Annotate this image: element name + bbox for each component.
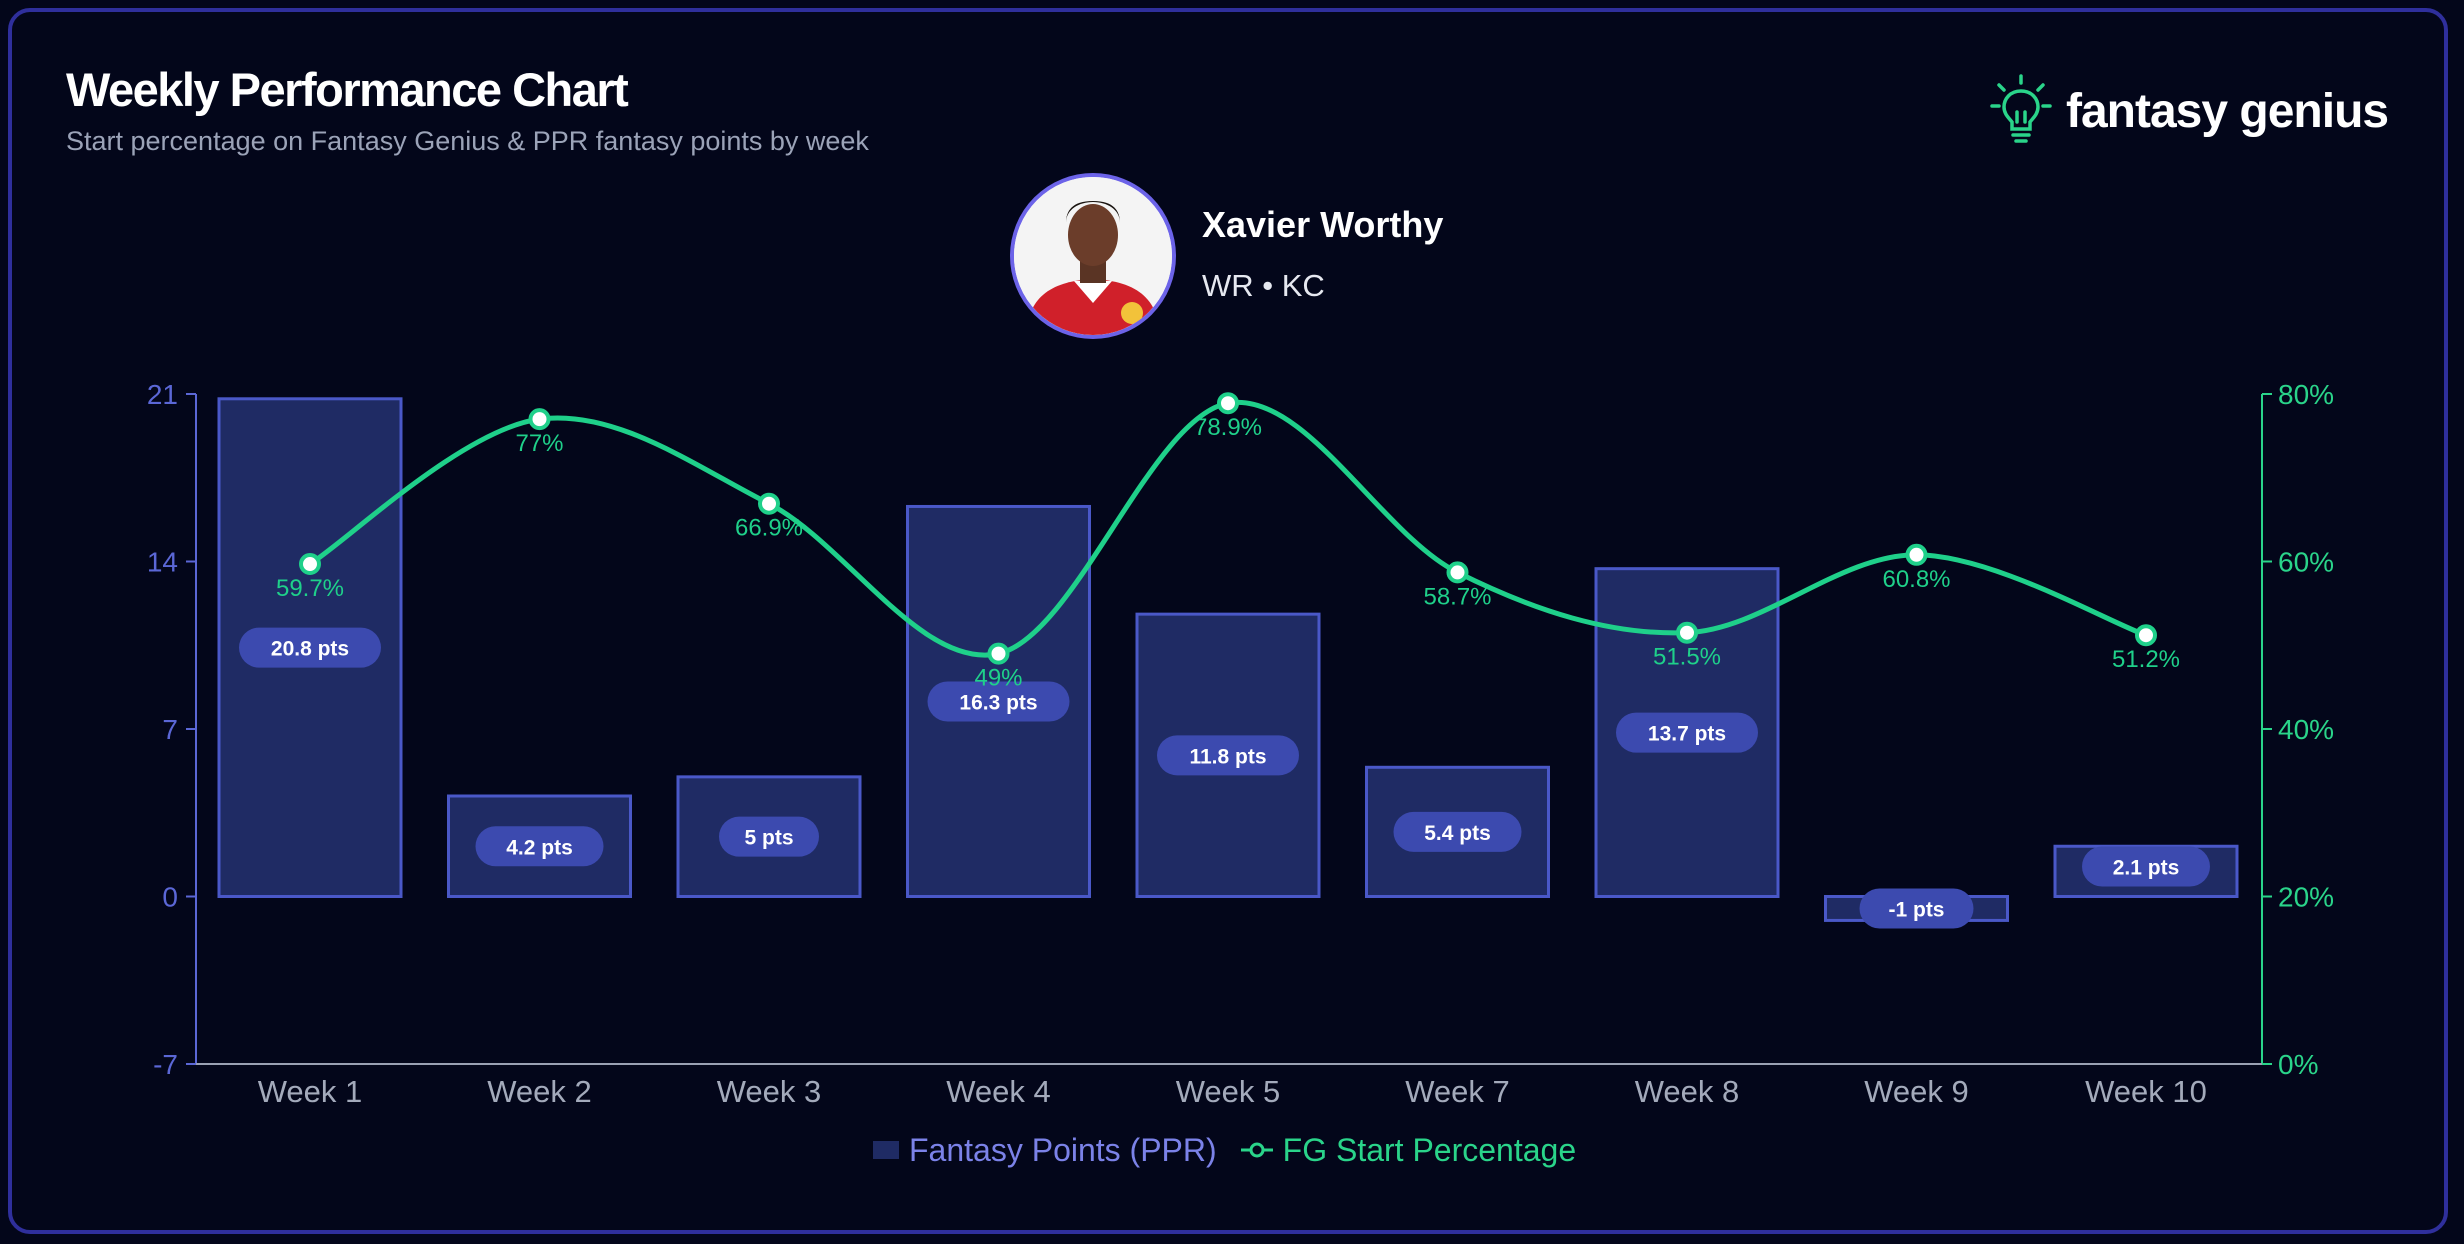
page-title: Weekly Performance Chart [66, 63, 629, 116]
bar-value-pill [719, 816, 819, 857]
bar-value-label: 5 pts [719, 816, 819, 857]
x-axis-tick-label: Week 2 [487, 1074, 592, 1109]
brand-name: fantasy genius [2066, 85, 2389, 138]
bar-value-text: 5 pts [744, 827, 793, 850]
right-axis-tick-label: 60% [2278, 547, 2334, 578]
left-axis-tick-label: 14 [147, 547, 178, 578]
bar-value-text: 4.2 pts [506, 836, 573, 859]
bar-value-pill [927, 681, 1070, 722]
x-axis-tick-label: Week 4 [946, 1074, 1051, 1109]
start-percentage-point [1446, 561, 1469, 584]
legend-label-start-percentage: FG Start Percentage [1282, 1131, 1577, 1168]
bar-value-text: 11.8 pts [1189, 745, 1266, 768]
start-percentage-point [1676, 621, 1698, 644]
right-axis-tick-label: 20% [2278, 882, 2334, 913]
start-percentage-point [299, 553, 321, 576]
right-axis-tick-label: 40% [2278, 714, 2334, 745]
start-percentage-label: 59.7% [276, 575, 344, 602]
right-axis-tick-label: 80% [2278, 379, 2334, 410]
x-axis-tick-label: Week 9 [1864, 1074, 1969, 1109]
start-percentage-line [308, 399, 2147, 658]
bar-value-pill [2082, 846, 2210, 887]
x-axis-tick-label: Week 1 [258, 1074, 363, 1109]
left-axis-tick-label: 0 [162, 882, 178, 913]
left-axis-tick-label: 21 [147, 379, 178, 410]
left-axis-tick-label: 7 [162, 714, 178, 745]
bar-value-label: -1 pts [1859, 888, 1974, 929]
bar-value-pill [239, 627, 381, 668]
legend-label-fantasy-points: Fantasy Points (PPR) [909, 1131, 1217, 1168]
player-avatar [1010, 173, 1176, 339]
legend-item-fantasy-points[interactable]: Fantasy Points (PPR) [873, 1132, 1239, 1169]
x-axis-tick-label: Week 8 [1635, 1074, 1740, 1109]
bar-value-pill [1393, 811, 1522, 852]
bar-value-pill [1859, 888, 1974, 929]
bar-value-text: 2.1 pts [2113, 857, 2180, 880]
bar-value-pill [1157, 735, 1299, 776]
bar-value-label: 4.2 pts [475, 826, 604, 867]
legend-bar-swatch [873, 1141, 899, 1159]
start-percentage-label: 49% [974, 665, 1022, 692]
start-percentage-point [1217, 392, 1239, 415]
x-axis-tick-label: Week 3 [717, 1074, 822, 1109]
bar-value-text: 13.7 pts [1648, 723, 1726, 746]
start-percentage-label: 51.2% [2112, 646, 2180, 673]
start-percentage-point [528, 408, 551, 431]
bar-value-text: 20.8 pts [271, 638, 349, 661]
start-percentage-label: 58.7% [1423, 583, 1491, 610]
start-percentage-label: 60.8% [1882, 566, 1950, 593]
start-percentage-point [987, 642, 1010, 665]
legend-item-start-percentage[interactable]: FG Start Percentage [1239, 1132, 1576, 1169]
start-percentage-label: 78.9% [1194, 414, 1262, 441]
start-percentage-point [758, 492, 780, 515]
start-percentage-label: 51.5% [1653, 644, 1721, 671]
bar-value-label: 16.3 pts [927, 681, 1070, 722]
page-subtitle: Start percentage on Fantasy Genius & PPR… [66, 126, 869, 156]
left-axis-tick-label: -7 [153, 1049, 178, 1080]
x-axis-tick-label: Week 10 [2085, 1074, 2207, 1109]
bar-value-pill [475, 826, 604, 867]
right-axis-tick-label: 0% [2278, 1049, 2318, 1080]
player-name: Xavier Worthy [1202, 204, 1444, 245]
x-axis-tick-label: Week 5 [1176, 1074, 1281, 1109]
start-percentage-point [2135, 624, 2157, 647]
lightbulb-icon [1990, 74, 2052, 143]
bar-value-text: -1 pts [1888, 899, 1944, 922]
chart-legend: Fantasy Points (PPR) FG Start Percentage [873, 1130, 1576, 1170]
bar-value-label: 20.8 pts [239, 627, 381, 668]
bar-value-label: 2.1 pts [2082, 846, 2210, 887]
x-axis-tick-label: Week 7 [1405, 1074, 1510, 1109]
legend-line-swatch [1240, 1142, 1273, 1158]
bar-value-pill [1616, 712, 1758, 753]
bar-value-text: 16.3 pts [959, 691, 1037, 714]
player-position-team: WR • KC [1202, 268, 1325, 303]
start-percentage-label: 77% [515, 430, 563, 457]
bar-value-text: 5.4 pts [1424, 822, 1491, 845]
bar-value-label: 11.8 pts [1157, 735, 1299, 776]
bar-value-label: 5.4 pts [1393, 811, 1522, 852]
bar-value-label: 13.7 pts [1616, 712, 1758, 753]
start-percentage-label: 66.9% [735, 515, 803, 542]
start-percentage-point [1905, 543, 1928, 566]
